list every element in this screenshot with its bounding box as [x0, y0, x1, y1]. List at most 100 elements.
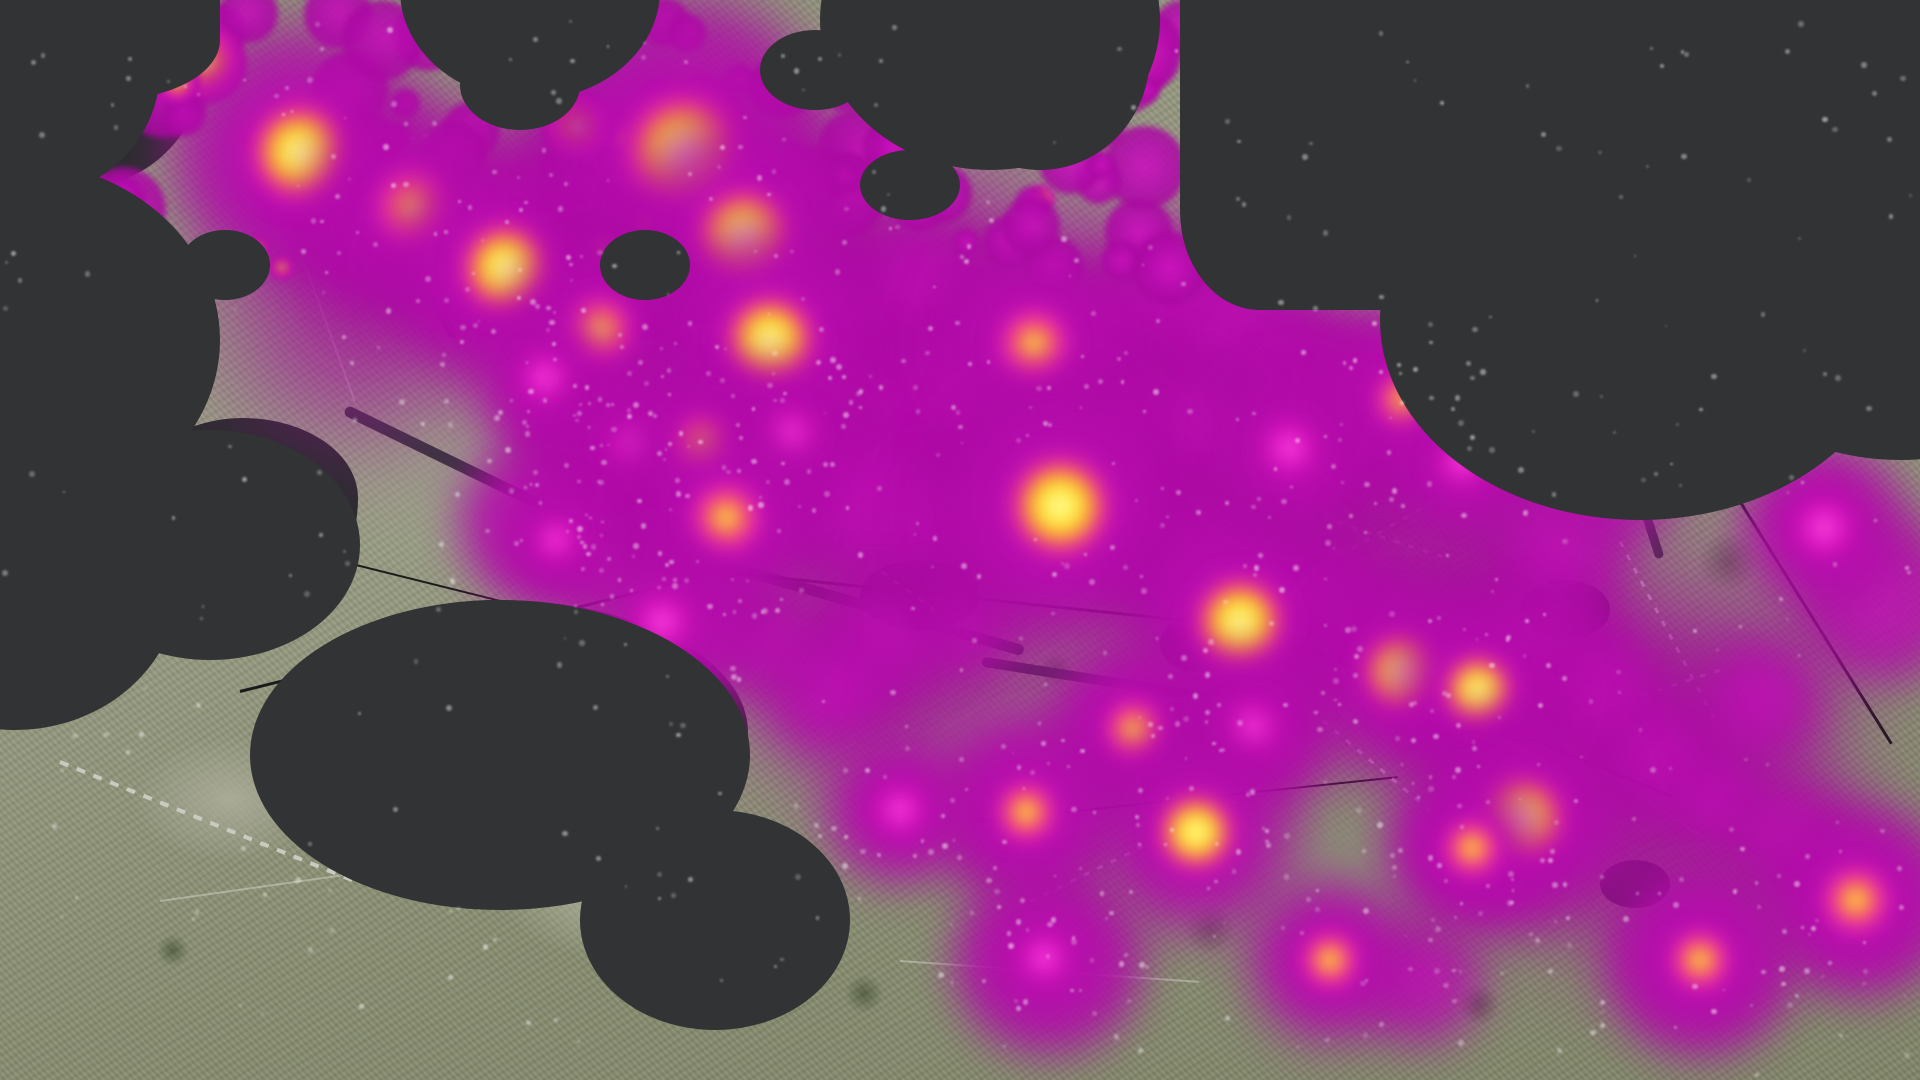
heat-blob [938, 458, 1062, 582]
data-point [1019, 897, 1025, 903]
data-point [2, 306, 8, 312]
data-point [1392, 864, 1398, 870]
data-point [1654, 472, 1659, 477]
road-major [979, 776, 1398, 822]
data-point [330, 153, 336, 159]
heat-blob [943, 729, 1109, 895]
data-point [673, 342, 677, 346]
data-point [31, 60, 37, 65]
data-point [774, 608, 780, 614]
road-major [239, 573, 707, 693]
data-point [1427, 855, 1434, 861]
data-point [570, 58, 576, 64]
data-point [767, 312, 771, 316]
data-point [1646, 165, 1650, 169]
data-point [1553, 920, 1557, 924]
data-point [1619, 195, 1623, 199]
data-point [612, 263, 617, 269]
heat-blob [925, 111, 950, 135]
heat-blob [1240, 171, 1270, 202]
data-point [1348, 365, 1353, 370]
data-point [1393, 875, 1396, 878]
heat-blob [730, 160, 1070, 500]
data-point [1046, 762, 1050, 766]
data-point [1148, 722, 1153, 727]
data-point [196, 92, 201, 97]
data-point [641, 323, 648, 330]
data-point [573, 609, 579, 614]
data-point [518, 208, 523, 213]
heat-blob [391, 88, 421, 118]
heat-blob [1725, 775, 1855, 905]
data-point [1026, 434, 1030, 438]
heat-blob [244, 96, 356, 208]
data-point [535, 304, 540, 309]
heat-blob [1794, 514, 1920, 686]
data-point [1337, 437, 1343, 443]
data-point [1034, 538, 1038, 542]
data-point [955, 321, 960, 326]
heat-blob [615, 215, 785, 385]
data-point [904, 725, 908, 728]
heat-blob [1296, 926, 1364, 994]
data-point [1863, 941, 1866, 944]
data-point [1306, 896, 1312, 902]
data-point [1522, 653, 1527, 658]
data-point [776, 528, 781, 534]
data-point [865, 768, 871, 774]
data-point [569, 20, 573, 23]
heat-blob [1272, 902, 1388, 1018]
data-point [1225, 1016, 1231, 1022]
heat-blob [171, 23, 429, 281]
data-point [683, 577, 690, 584]
data-point [1444, 878, 1449, 883]
data-point [1014, 998, 1019, 1004]
data-point [938, 972, 945, 978]
data-point [1904, 565, 1909, 570]
data-point [1510, 877, 1515, 882]
water-body [1160, 616, 1230, 672]
data-point [629, 589, 633, 592]
data-point [1641, 477, 1646, 482]
data-point [414, 659, 419, 664]
river [351, 149, 459, 340]
data-point [780, 598, 784, 602]
data-point [904, 745, 910, 751]
data-point [526, 409, 530, 413]
data-point [1599, 1000, 1606, 1006]
data-point [915, 409, 921, 415]
data-point [449, 578, 456, 584]
heat-blob [1664, 924, 1736, 996]
data-point [485, 528, 490, 534]
data-point [1673, 1025, 1678, 1030]
data-point [1658, 891, 1662, 895]
data-point [1333, 678, 1339, 684]
heat-blob [341, 0, 423, 81]
data-point [1805, 854, 1811, 860]
data-point [857, 552, 864, 558]
data-point [949, 922, 954, 927]
data-point [1633, 254, 1637, 258]
heat-blob [629, 421, 823, 615]
heat-blob [1181, 541, 1339, 699]
data-point [988, 218, 994, 224]
water-body [600, 820, 830, 1010]
data-point [1595, 299, 1598, 302]
data-point [730, 665, 736, 672]
data-point [1181, 655, 1188, 661]
data-point [459, 339, 465, 345]
data-point [1333, 667, 1338, 672]
data-point [1128, 889, 1134, 894]
data-point [1025, 928, 1030, 932]
data-point [1135, 822, 1141, 828]
data-point [790, 249, 794, 254]
data-point [52, 824, 58, 830]
data-point [1150, 733, 1155, 738]
data-point [482, 944, 489, 950]
heat-blob [1002, 448, 1118, 564]
data-point [698, 439, 703, 445]
heat-blob [1068, 26, 1108, 66]
